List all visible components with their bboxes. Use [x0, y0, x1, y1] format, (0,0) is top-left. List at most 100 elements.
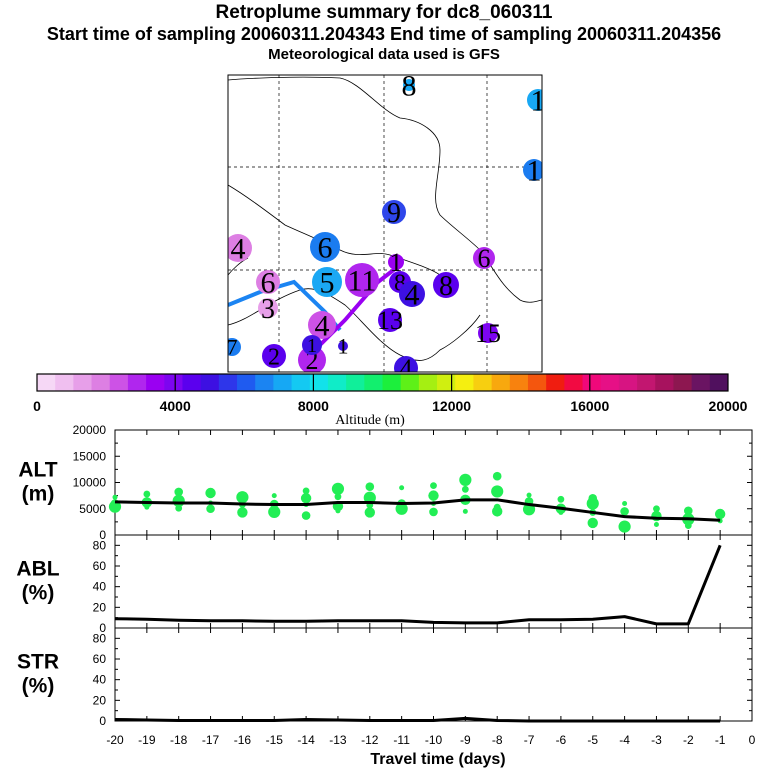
x-tick-label: -2	[683, 733, 694, 747]
x-tick-label: -3	[651, 733, 662, 747]
map-frame	[227, 74, 543, 373]
trajectory-point	[478, 323, 498, 343]
colorbar-swatch	[709, 374, 729, 391]
x-tick-label: -10	[425, 733, 443, 747]
figure-title: Retroplume summary for dc8_060311	[215, 2, 553, 23]
altitude-dot	[399, 485, 405, 491]
sampling-times: Start time of sampling 20060311.204343 E…	[46, 24, 722, 44]
day-label: 1	[390, 248, 403, 277]
altitude-dot	[363, 491, 376, 504]
y-tick-label: 0	[99, 621, 106, 635]
altitude-dot	[268, 505, 281, 518]
altitude-dot	[491, 485, 504, 498]
day-label: 11	[348, 265, 377, 298]
altitude-dot	[174, 487, 183, 497]
trajectory-point	[473, 247, 495, 269]
colorbar-swatch	[237, 374, 256, 391]
series-line-alt	[114, 498, 721, 522]
colorbar-swatch	[691, 374, 711, 391]
trajectory-point	[228, 234, 252, 262]
trajectory-point	[310, 232, 340, 262]
altitude-dot	[684, 522, 692, 529]
day-label: 6	[478, 244, 491, 273]
colorbar-tick: 8000	[298, 398, 329, 414]
y-tick-label: 60	[93, 652, 107, 666]
y-axis-label: ABL	[16, 558, 59, 581]
colorbar-swatch	[73, 374, 93, 391]
colorbar-swatch	[600, 374, 620, 391]
trajectory-point	[394, 356, 418, 372]
trajectory-point	[228, 338, 241, 356]
day-label: 5	[320, 267, 335, 300]
colorbar-swatch	[37, 374, 56, 391]
y-axis-label: STR	[17, 651, 59, 674]
altitude-dot	[302, 487, 310, 495]
x-tick-label: -6	[556, 733, 567, 747]
altitude-dot	[526, 492, 532, 498]
x-tick-label: -14	[297, 733, 315, 747]
x-axis-label: Travel time (days)	[370, 751, 505, 768]
altitude-dot	[429, 507, 438, 517]
day-label: 9	[387, 198, 401, 229]
x-tick-label: -12	[361, 733, 379, 747]
y-tick-label: 60	[93, 559, 107, 573]
panel-alt: 0 5000 10000 15000 20000 ALT(m)	[18, 423, 753, 542]
colorbar-swatch	[273, 374, 293, 391]
colorbar-tick: 0	[33, 398, 41, 414]
x-tick-label: -9	[460, 733, 471, 747]
altitude-dot	[205, 487, 216, 499]
colorbar-swatch	[418, 374, 438, 391]
panel-frame	[114, 534, 753, 629]
colorbar-swatch	[364, 374, 383, 391]
x-tick-label: -4	[619, 733, 630, 747]
colorbar-swatch	[127, 374, 147, 391]
altitude-dot	[175, 504, 183, 512]
altitude-dot	[587, 517, 598, 529]
colorbar-swatch	[182, 374, 202, 391]
trajectory-point	[256, 270, 280, 294]
day-label: 1	[531, 85, 546, 118]
colorbar-swatch	[618, 374, 638, 391]
trajectory-point	[382, 200, 406, 224]
day-label: 3	[261, 294, 275, 325]
colorbar-swatch	[637, 374, 656, 391]
altitude-dot	[618, 520, 631, 533]
trajectory-point	[338, 341, 348, 351]
altitude-dot	[395, 502, 408, 515]
y-tick-label: 5000	[79, 502, 106, 516]
day-label: 4	[400, 354, 413, 383]
y-axis-label: (%)	[22, 582, 55, 605]
colorbar-swatch	[527, 374, 547, 391]
colorbar-swatch	[200, 374, 220, 391]
colorbar-swatch	[455, 374, 474, 391]
altitude-dot	[301, 511, 311, 520]
y-tick-label: 40	[93, 580, 107, 594]
y-tick-label: 20	[93, 600, 107, 614]
panel-abl: 0 20 40 60 80 ABL(%)	[16, 534, 753, 635]
x-tick-label: -13	[329, 733, 347, 747]
y-tick-label: 0	[99, 528, 106, 542]
colorbar-tick: 4000	[160, 398, 191, 414]
altitude-dot	[430, 482, 437, 490]
trajectory-point	[345, 263, 379, 297]
colorbar-swatch	[291, 374, 311, 391]
trajectory-point	[527, 89, 542, 111]
altitude-dot	[112, 494, 118, 500]
trajectory-point	[523, 159, 542, 181]
series-line-str	[114, 716, 721, 723]
colorbar-swatch	[91, 374, 111, 391]
colorbar-tick: 20000	[709, 398, 748, 414]
altitude-dot	[271, 493, 277, 499]
altitude-dot	[620, 507, 629, 516]
day-label: 4	[405, 279, 420, 312]
x-tick-label: -11	[393, 733, 410, 747]
colorbar-swatch	[509, 374, 529, 391]
colorbar-swatch	[146, 374, 165, 391]
trajectory-point	[403, 79, 415, 91]
altitude-dot	[334, 493, 342, 501]
altitude-dot	[586, 497, 599, 510]
trajectory-point	[388, 254, 404, 270]
